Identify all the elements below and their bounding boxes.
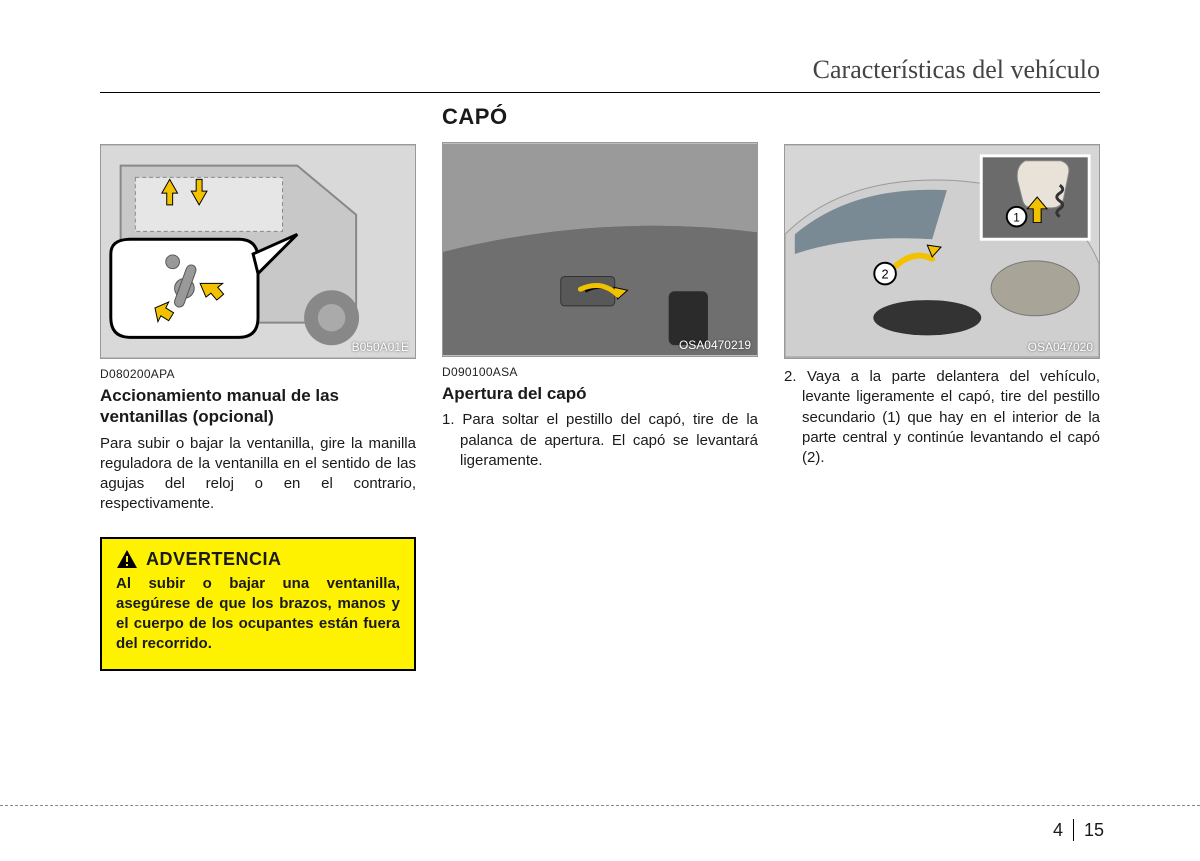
column-1: B050A01E D080200APA Accionamiento manual… (100, 104, 416, 671)
content-area: B050A01E D080200APA Accionamiento manual… (100, 104, 1100, 671)
sub-heading-windows: Accionamiento manual de las ventanillas … (100, 385, 416, 428)
figure-code: OSA047020 (1028, 340, 1093, 354)
figure-code: OSA0470219 (679, 338, 751, 352)
bottom-rule (0, 805, 1200, 806)
sub-heading-hood: Apertura del capó (442, 383, 758, 404)
warning-text: Al subir o bajar una ventanilla, asegúre… (116, 574, 400, 655)
chapter-number: 4 (1053, 820, 1063, 841)
column-3: 2 1 OSA047020 2. Vaya a la parte delante… (784, 104, 1100, 671)
window-crank-illustration (101, 145, 415, 358)
body-text-windows: Para subir o bajar la ventanilla, gire l… (100, 434, 416, 515)
page-no: 15 (1084, 820, 1104, 841)
svg-text:1: 1 (1013, 212, 1020, 225)
header-rule (100, 92, 1100, 93)
page-header: Características del vehículo (813, 55, 1100, 85)
section-title: CAPÓ (442, 104, 758, 130)
page-number: 4 15 (1053, 819, 1104, 841)
step-1: 1. Para soltar el pestillo del capó, tir… (442, 410, 758, 471)
warning-box: ADVERTENCIA Al subir o bajar una ventani… (100, 537, 416, 671)
column-2: CAPÓ (442, 104, 758, 671)
doc-code: D090100ASA (442, 365, 758, 379)
doc-code: D080200APA (100, 367, 416, 381)
hood-latch-illustration: 2 1 (785, 145, 1099, 358)
hood-lever-illustration (443, 143, 757, 356)
figure-hood-latch: 2 1 OSA047020 (784, 144, 1100, 359)
step-2: 2. Vaya a la parte delantera del vehícul… (784, 367, 1100, 468)
warning-title: ADVERTENCIA (146, 549, 282, 570)
figure-hood-lever: OSA0470219 (442, 142, 758, 357)
warning-icon (116, 549, 138, 569)
svg-text:2: 2 (882, 266, 889, 281)
page-separator (1073, 819, 1074, 841)
figure-window-crank: B050A01E (100, 144, 416, 359)
figure-code: B050A01E (352, 340, 409, 354)
